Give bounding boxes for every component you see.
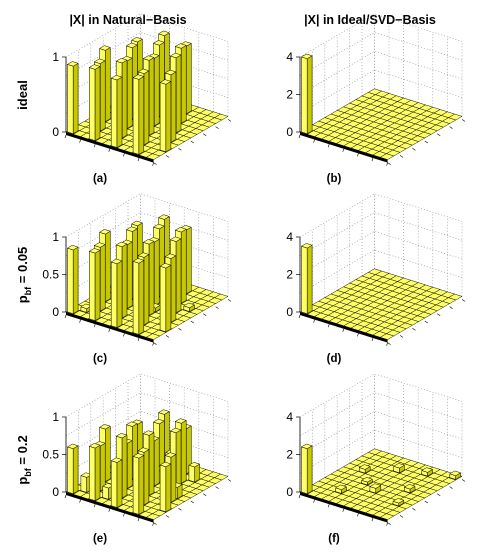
bar <box>66 443 79 495</box>
panel-label: (f) <box>328 533 340 545</box>
z-tick-label: 0 <box>286 125 293 139</box>
z-tick-label: 4 <box>286 50 293 64</box>
z-tick-label: 4 <box>286 230 293 244</box>
z-tick-label: 0 <box>286 305 293 319</box>
floor-ticks <box>298 119 466 166</box>
floor-ticks <box>298 299 466 346</box>
bar <box>132 258 145 335</box>
bar <box>110 457 123 508</box>
floor-ticks <box>64 119 232 166</box>
bar <box>88 64 101 142</box>
bar <box>369 483 382 494</box>
bar <box>421 467 434 477</box>
floor-grid <box>299 88 463 163</box>
bar <box>110 75 123 148</box>
bar <box>159 461 172 513</box>
panel-f: 0 2 4 (f) <box>286 373 466 545</box>
panel-label: (b) <box>327 173 342 185</box>
z-tick-label: 2 <box>286 88 293 102</box>
bar <box>66 61 79 135</box>
z-tick-label: 4 <box>286 410 293 424</box>
row-label-pbf-005: pbf = 0.05 <box>15 247 33 304</box>
z-tick-label: 0.5 <box>42 448 59 462</box>
bar <box>159 79 172 153</box>
bar <box>300 53 313 135</box>
bar <box>449 470 462 480</box>
bar <box>403 484 416 494</box>
panel-label: (d) <box>327 353 342 365</box>
bar <box>159 263 172 333</box>
floor-ticks <box>64 299 232 346</box>
bar <box>88 248 101 322</box>
panel-d: 0 2 4 (d) <box>286 193 466 365</box>
bar <box>300 243 313 315</box>
z-tick-label: 0 <box>52 125 59 139</box>
floor-ticks <box>298 479 466 526</box>
bar <box>110 258 123 328</box>
bar <box>392 498 405 507</box>
z-tick-label: 0 <box>286 485 293 499</box>
bar <box>132 453 145 515</box>
z-tick-label: 0.5 <box>42 268 59 282</box>
panel-a: 0 1 (a) <box>52 13 232 185</box>
panel-label: (e) <box>93 533 107 545</box>
z-tick-label: 2 <box>286 268 293 282</box>
row-label-ideal: ideal <box>15 80 30 110</box>
floor-grid <box>299 268 463 343</box>
z-tick-label: 2 <box>286 448 293 462</box>
bar <box>358 464 371 474</box>
z-tick-label: 1 <box>52 230 59 244</box>
panel-b: 0 2 4 (b) <box>286 13 466 185</box>
bar <box>183 302 196 312</box>
bar <box>132 74 145 155</box>
z-tick-label: 1 <box>52 410 59 424</box>
z-tick-label: 0 <box>52 305 59 319</box>
bar <box>88 443 101 502</box>
floor-ticks <box>64 479 232 526</box>
bar <box>360 477 373 486</box>
panel-label: (a) <box>93 173 107 185</box>
bar <box>393 463 406 474</box>
column-title-svd: |X| in Ideal/SVD−Basis <box>304 13 436 27</box>
z-tick-label: 1 <box>52 50 59 64</box>
bar <box>300 443 313 495</box>
z-tick-label: 0 <box>52 485 59 499</box>
panel-label: (c) <box>93 353 107 365</box>
bar <box>66 244 79 315</box>
bar <box>188 462 201 483</box>
panel-e: 0 0.5 1 (e) <box>42 373 232 545</box>
column-title-natural: |X| in Natural−Basis <box>69 13 186 27</box>
panel-c: 0 0.5 1 (c) <box>42 193 232 365</box>
row-label-pbf-02: pbf = 0.2 <box>15 435 33 484</box>
bar <box>334 484 348 494</box>
